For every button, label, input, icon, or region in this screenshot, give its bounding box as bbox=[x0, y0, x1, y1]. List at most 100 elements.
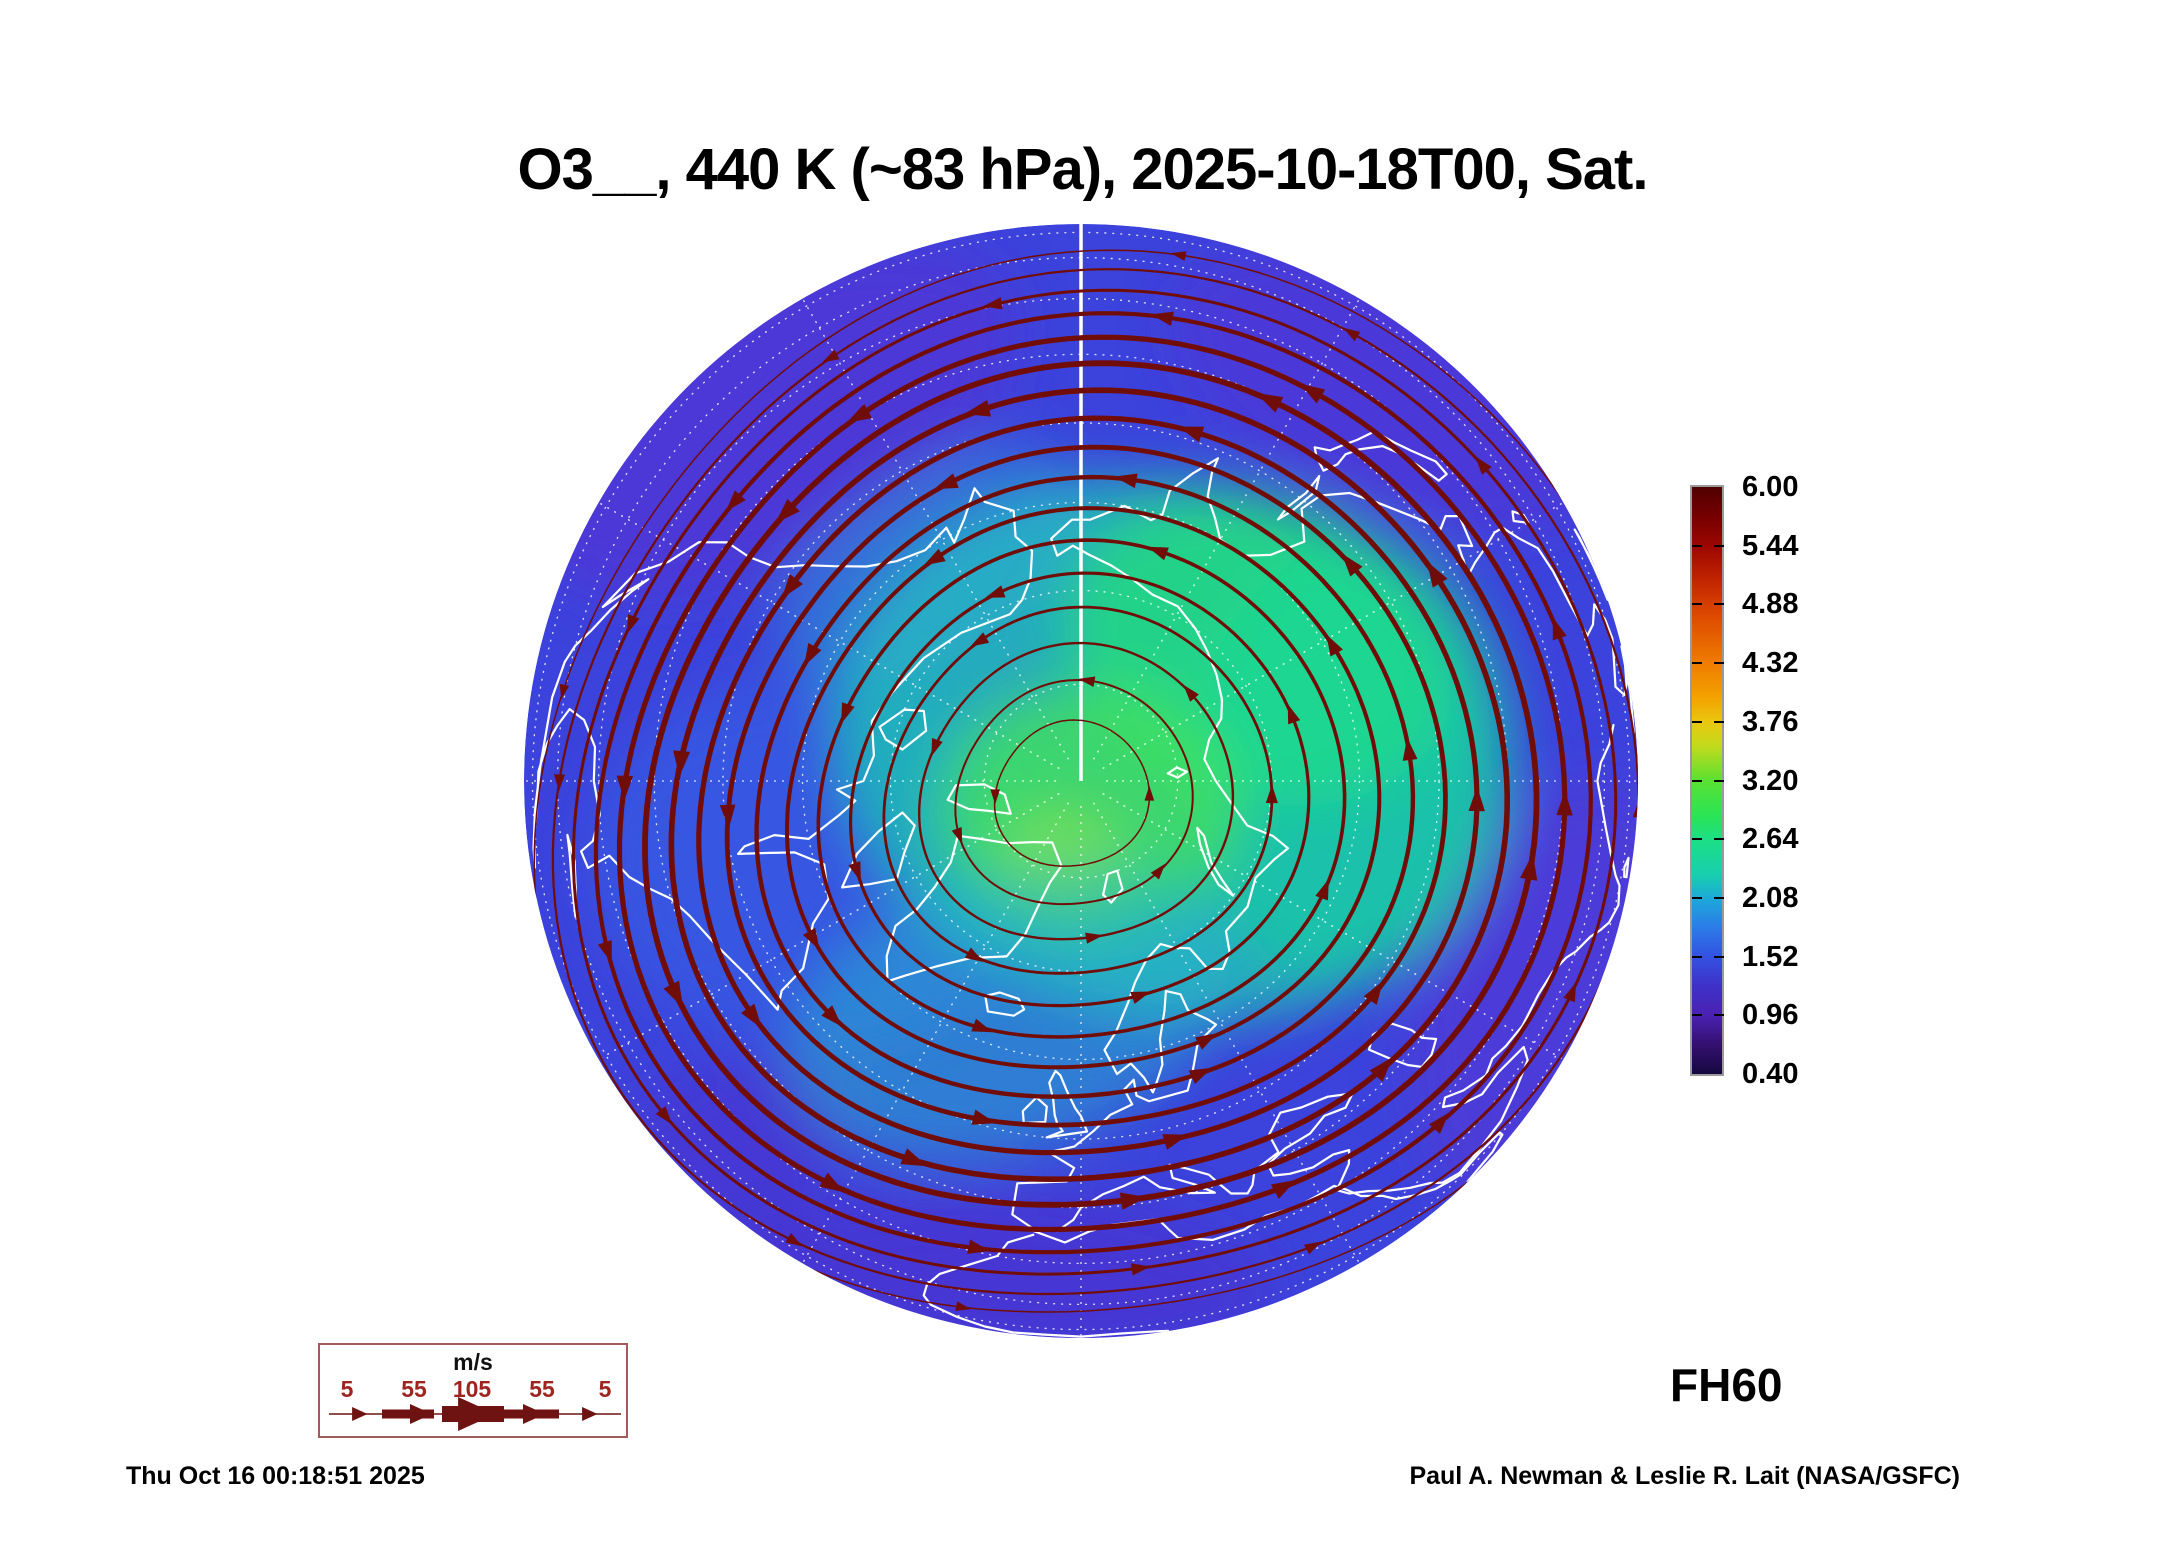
streamline-loop bbox=[849, 571, 1311, 1008]
meridian-line bbox=[598, 501, 1060, 770]
streamline-arrowhead bbox=[971, 1109, 997, 1125]
page-title: O3__, 440 K (~83 hPa), 2025-10-18T00, Sa… bbox=[517, 137, 1649, 202]
streamline-loop bbox=[816, 538, 1347, 1039]
streamline-arrowhead bbox=[951, 826, 963, 845]
streamline-arrowhead bbox=[1369, 1056, 1393, 1082]
streamline-arrowhead bbox=[1326, 634, 1343, 657]
coastline-path bbox=[841, 811, 916, 889]
streamline-arrowhead bbox=[655, 1106, 673, 1125]
streamline-arrowhead bbox=[626, 614, 640, 634]
streamline-arrowhead bbox=[1162, 1134, 1189, 1150]
meridian-line bbox=[801, 298, 1070, 760]
wind-speed-legend: m/s 5 55 105 55 5 bbox=[318, 1343, 628, 1438]
streamline-arrowhead bbox=[1147, 546, 1169, 561]
meridian-line bbox=[1092, 298, 1361, 760]
streamline-loop bbox=[882, 605, 1274, 975]
wind-scale-arrowhead bbox=[523, 1404, 545, 1424]
wind-unit-label: m/s bbox=[453, 1349, 493, 1375]
streamline-arrowhead bbox=[1183, 684, 1199, 702]
streamline-arrowhead bbox=[841, 702, 855, 724]
wind-scale-arrowhead bbox=[458, 1397, 496, 1431]
ozone-blob bbox=[787, 859, 1233, 1161]
streamline-arrows bbox=[553, 251, 1649, 1311]
streamline-loop bbox=[593, 311, 1593, 1255]
colorbar-tick bbox=[1692, 603, 1702, 606]
streamline-arrowhead bbox=[616, 775, 634, 801]
wind-scale-arrowhead bbox=[352, 1407, 368, 1421]
streamline-arrowhead bbox=[964, 947, 984, 962]
streamline-arrowhead bbox=[1402, 737, 1418, 761]
ozone-blob bbox=[778, 447, 1082, 685]
streamline-arrowhead bbox=[1468, 786, 1485, 812]
streamline-loop bbox=[668, 387, 1511, 1183]
streamline-arrowhead bbox=[1552, 617, 1567, 641]
colorbar-tick bbox=[1714, 603, 1724, 606]
coastline-path bbox=[1011, 457, 1628, 1231]
streamline-arrowhead bbox=[1119, 1192, 1147, 1210]
streamline-arrowhead bbox=[1315, 879, 1329, 901]
streamline-arrowhead bbox=[821, 1005, 843, 1027]
streamline-arrowhead bbox=[955, 1301, 972, 1311]
colorbar-tick bbox=[1692, 720, 1702, 723]
streamline-arrowhead bbox=[673, 750, 691, 777]
colorbar-tick bbox=[1714, 838, 1724, 841]
streamline-arrowhead bbox=[1556, 790, 1573, 816]
streamline-loop bbox=[918, 641, 1235, 941]
streamline-loop bbox=[724, 444, 1448, 1128]
wind-speed-tick-label: 55 bbox=[401, 1376, 427, 1402]
coastline-path bbox=[1021, 1096, 1048, 1125]
streamline-arrowhead bbox=[990, 789, 1001, 805]
streamline-arrowhead bbox=[1475, 456, 1492, 475]
streamline-arrowhead bbox=[819, 1172, 845, 1193]
credit-text: Paul A. Newman & Leslie R. Lait (NASA/GS… bbox=[1409, 1462, 1960, 1490]
streamline-loop bbox=[954, 678, 1194, 906]
streamline-arrowhead bbox=[967, 1239, 991, 1254]
streamline-arrowhead bbox=[970, 632, 990, 647]
streamline-arrowhead bbox=[983, 297, 1003, 310]
streamline-arrowhead bbox=[719, 804, 736, 829]
colorbar-tick bbox=[1692, 662, 1702, 665]
streamline-arrowhead bbox=[781, 574, 803, 599]
forecast-hour-label: FH60 bbox=[1670, 1359, 1783, 1411]
streamline-arrowhead bbox=[741, 1003, 762, 1029]
streamline-arrowhead bbox=[931, 738, 943, 757]
streamline-arrowhead bbox=[1363, 980, 1383, 1005]
streamline-arrowhead bbox=[846, 403, 873, 423]
colorbar-tick-label: 5.44 bbox=[1742, 529, 1799, 562]
wind-speed-tick-label: 5 bbox=[340, 1376, 354, 1402]
streamline-arrowhead bbox=[1270, 1179, 1297, 1199]
streamline-arrowhead bbox=[1640, 906, 1649, 922]
colorbar-tick bbox=[1692, 544, 1702, 547]
streamline-loop bbox=[533, 249, 1638, 1313]
streamline-arrowhead bbox=[1178, 426, 1205, 443]
streamline-loop bbox=[551, 268, 1638, 1296]
streamline-loop bbox=[696, 415, 1480, 1156]
wind-speed-tick-label: 105 bbox=[452, 1376, 492, 1402]
colorbar-tick bbox=[1692, 779, 1702, 782]
streamline-arrowhead bbox=[923, 548, 946, 566]
streamline-arrowhead bbox=[822, 349, 840, 363]
wind-speed-tick-label: 55 bbox=[529, 1376, 555, 1402]
streamline-arrowhead bbox=[1429, 1112, 1450, 1134]
ozone-blob bbox=[524, 242, 1018, 598]
colorbar-tick bbox=[1692, 896, 1702, 899]
streamline-arrowhead bbox=[1130, 1263, 1151, 1276]
streamline-arrowhead bbox=[1343, 327, 1361, 342]
latitude-circle bbox=[983, 683, 1179, 879]
colorbar-tick bbox=[1714, 544, 1724, 547]
coastline-path bbox=[1573, 528, 1609, 601]
coastline-path bbox=[1102, 869, 1124, 904]
streamline-arrowhead bbox=[1287, 704, 1301, 725]
latitude-circle bbox=[722, 422, 1440, 1140]
colorbar: 6.00 5.44 4.88 4.32 3.76 3.20 2.64 2.08 1.52 0.96… bbox=[1690, 472, 1798, 1089]
streamline-arrowhead bbox=[1085, 932, 1104, 944]
coastline-path bbox=[946, 783, 1012, 815]
wind-scale-arrowhead bbox=[410, 1404, 432, 1424]
streamline-arrowhead bbox=[1520, 853, 1538, 881]
streamline-arrowhead bbox=[1150, 863, 1166, 880]
streamline-arrowhead bbox=[1303, 1241, 1322, 1255]
streamline-arrowhead bbox=[597, 939, 612, 964]
streamline-arrowhead bbox=[775, 498, 800, 524]
